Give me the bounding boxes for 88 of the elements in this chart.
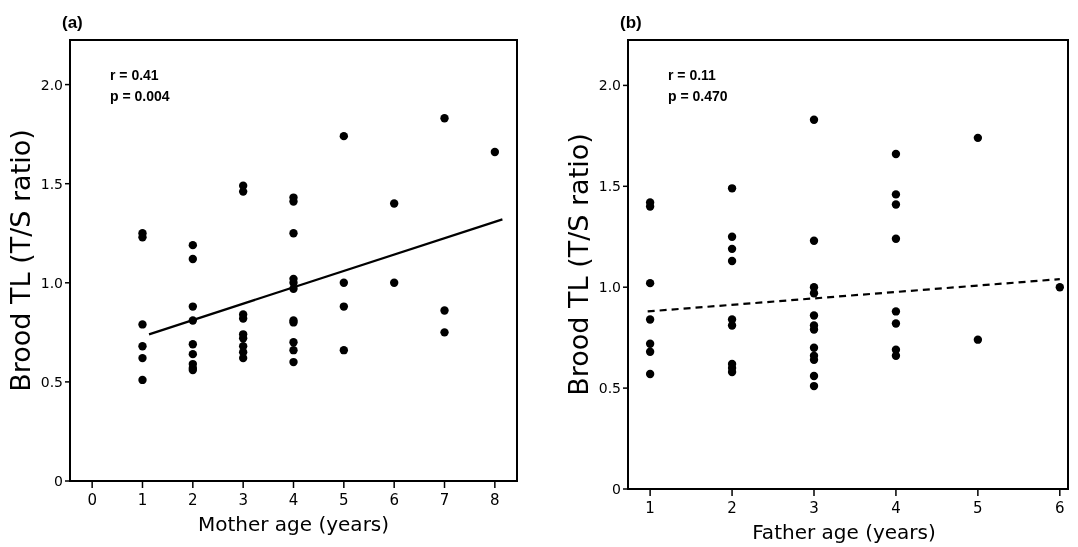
point <box>440 114 449 123</box>
point <box>188 254 198 264</box>
point <box>138 233 147 242</box>
point <box>891 351 901 360</box>
point <box>188 349 198 359</box>
x-axis-title: Mother age (years) <box>197 512 390 536</box>
point <box>809 289 819 298</box>
y-axis-title: Brood TL (T/S ratio) <box>563 133 594 396</box>
point <box>138 353 147 363</box>
point <box>138 320 147 329</box>
y-tick-label: 1.0 <box>598 279 621 296</box>
x-axis-title: Father age (years) <box>752 520 936 544</box>
point <box>238 334 248 343</box>
point <box>138 342 147 351</box>
y-tick-label: 0 <box>54 473 63 489</box>
chart-title: (a) <box>62 13 83 32</box>
point <box>727 232 737 241</box>
point <box>973 133 983 143</box>
point <box>809 236 819 245</box>
x-tick-label: 1 <box>137 491 148 509</box>
point <box>891 200 901 209</box>
point <box>645 347 655 356</box>
annotation: r = 0.41 <box>110 67 159 83</box>
point <box>973 335 983 344</box>
point <box>289 346 298 355</box>
point <box>389 199 399 208</box>
point <box>809 343 819 352</box>
x-tick-label: 5 <box>973 499 983 517</box>
point <box>339 278 349 287</box>
x-tick-label: 6 <box>389 491 399 509</box>
x-tick-label: 7 <box>439 491 450 509</box>
annotation: p = 0.470 <box>668 88 728 104</box>
annotation: r = 0.11 <box>668 67 717 83</box>
y-tick-label: 0.5 <box>40 373 63 390</box>
point <box>440 306 449 315</box>
point <box>891 149 901 159</box>
x-tick-label: 2 <box>188 491 198 509</box>
point <box>727 184 737 193</box>
point <box>809 371 819 381</box>
point <box>188 302 198 311</box>
point <box>891 234 901 243</box>
point <box>1055 283 1064 292</box>
point <box>645 315 655 324</box>
x-tick-label: 0 <box>87 491 97 509</box>
point <box>645 278 655 288</box>
y-tick-label: 2.0 <box>598 77 621 94</box>
y-tick-label: 1.5 <box>40 175 63 192</box>
y-tick-label: 0.5 <box>598 380 621 397</box>
x-tick-label: 3 <box>809 499 819 517</box>
point <box>490 147 500 157</box>
point <box>339 302 349 311</box>
x-tick-label: 8 <box>490 491 500 509</box>
point <box>727 256 737 266</box>
y-tick-label: 2.0 <box>40 76 63 93</box>
x-tick-label: 6 <box>1055 499 1065 517</box>
x-tick-label: 4 <box>288 491 299 509</box>
point <box>339 346 349 355</box>
point <box>238 187 248 196</box>
chart-title: (b) <box>620 13 642 32</box>
point <box>138 375 147 385</box>
point <box>891 319 901 328</box>
y-tick-label: 0 <box>612 481 621 497</box>
x-tick-label: 4 <box>891 499 901 517</box>
point <box>339 131 349 141</box>
x-tick-label: 2 <box>727 499 737 517</box>
point <box>289 357 298 367</box>
point <box>891 190 901 199</box>
annotation: p = 0.004 <box>110 88 170 104</box>
point <box>188 340 198 349</box>
point <box>389 278 399 287</box>
point <box>727 244 737 254</box>
point <box>188 240 198 250</box>
y-axis-title: Brood TL (T/S ratio) <box>5 129 36 392</box>
point <box>809 381 819 391</box>
x-tick-label: 5 <box>339 491 349 509</box>
point <box>289 229 298 238</box>
point <box>891 307 901 316</box>
y-tick-label: 1.5 <box>598 178 621 195</box>
point <box>645 369 655 379</box>
x-tick-label: 1 <box>645 499 655 517</box>
point <box>809 115 819 124</box>
point <box>727 321 737 330</box>
point <box>809 311 819 320</box>
point <box>645 339 655 348</box>
point <box>289 338 298 347</box>
y-tick-label: 1.0 <box>40 274 63 291</box>
x-tick-label: 3 <box>238 491 248 509</box>
point <box>440 328 449 337</box>
